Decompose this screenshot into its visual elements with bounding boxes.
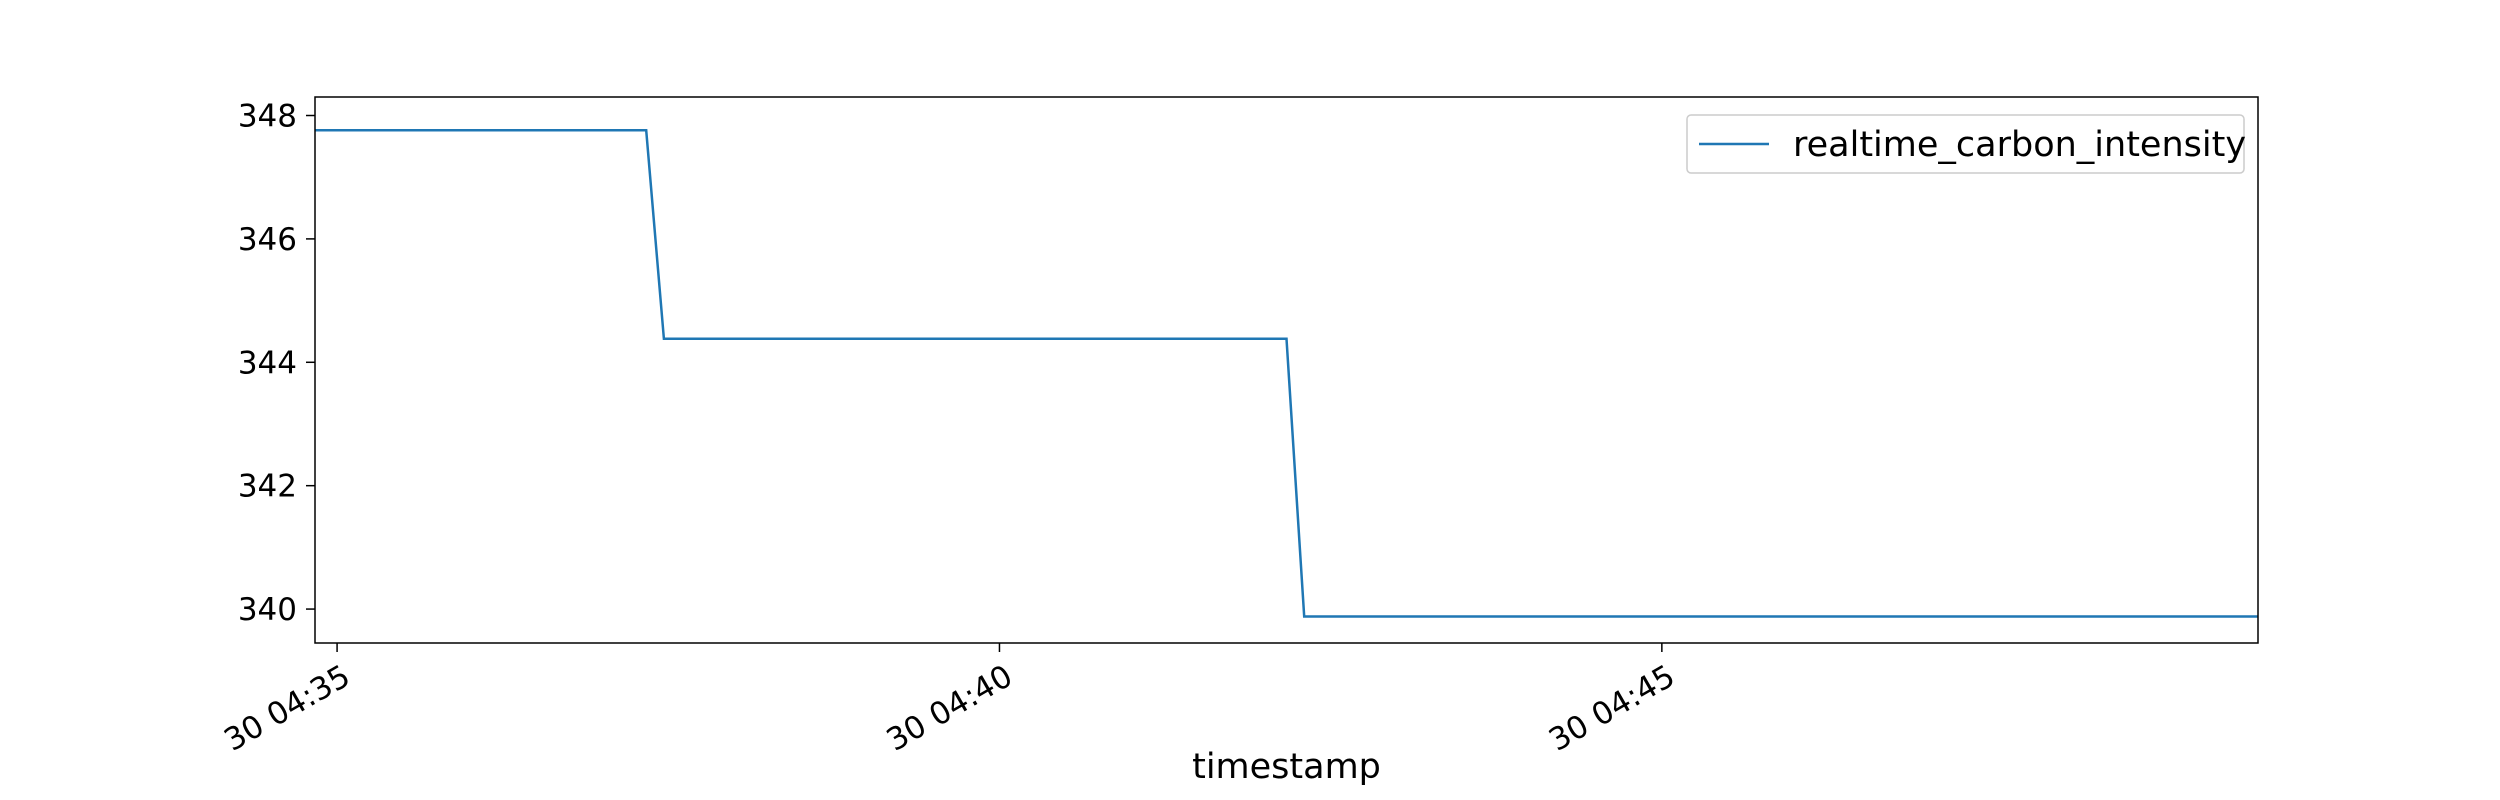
y-tick-label: 346 bbox=[238, 222, 297, 258]
y-tick-label: 342 bbox=[238, 469, 297, 505]
y-tick-label: 344 bbox=[238, 345, 297, 381]
y-tick-label: 348 bbox=[238, 99, 297, 135]
x-axis-label: timestamp bbox=[1192, 747, 1381, 787]
x-tick-label: 30 04:35 bbox=[218, 658, 356, 758]
x-tick-label: 30 04:45 bbox=[1543, 658, 1681, 758]
legend: realtime_carbon_intensity bbox=[1686, 114, 2246, 174]
legend-entry-label: realtime_carbon_intensity bbox=[1793, 125, 2246, 165]
series-line-0 bbox=[315, 129, 2258, 618]
plot-area-frame bbox=[314, 96, 2259, 644]
x-tick-label: 30 04:40 bbox=[881, 658, 1019, 758]
y-tick-label: 340 bbox=[238, 592, 297, 628]
legend-box bbox=[1686, 114, 2245, 174]
